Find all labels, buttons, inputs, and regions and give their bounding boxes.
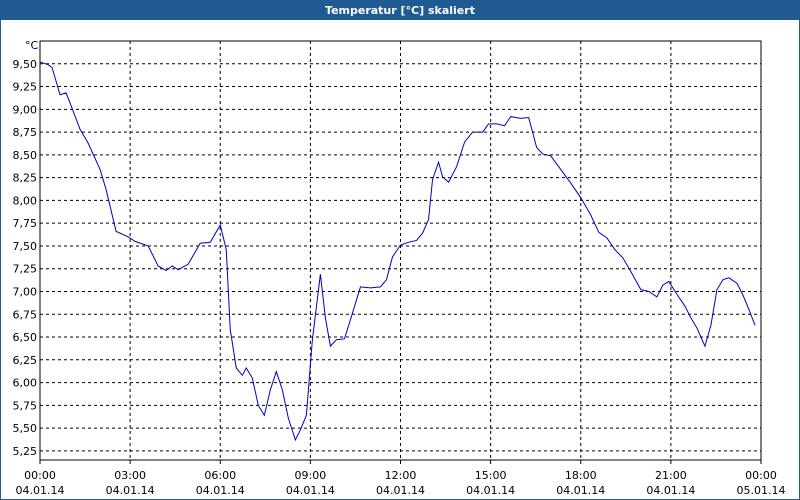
y-tick-label: 8,50: [13, 149, 38, 162]
y-tick-label: 9,50: [13, 58, 38, 71]
y-tick-label: 5,25: [13, 445, 38, 458]
x-tick-date: 04.01.14: [646, 484, 695, 497]
x-tick-date: 04.01.14: [466, 484, 515, 497]
x-tick-date: 04.01.14: [16, 484, 65, 497]
x-tick-label: 09:00: [295, 469, 327, 482]
y-tick-label: 8,25: [13, 172, 38, 185]
title-bar: [0, 0, 800, 20]
y-tick-label: 8,00: [13, 194, 38, 207]
x-tick-label: 03:00: [114, 469, 146, 482]
y-tick-label: 7,00: [13, 285, 38, 298]
y-tick-label: 9,00: [13, 103, 38, 116]
x-tick-date: 05.01.14: [737, 484, 786, 497]
y-tick-label: 7,25: [13, 263, 38, 276]
y-tick-label: 5,50: [13, 422, 38, 435]
chart-title: Temperatur [°C] skaliert: [325, 4, 475, 17]
x-tick-date: 04.01.14: [556, 484, 605, 497]
x-tick-label: 21:00: [655, 469, 687, 482]
x-tick-date: 04.01.14: [286, 484, 335, 497]
x-tick-label: 00:00: [24, 469, 56, 482]
x-tick-date: 04.01.14: [106, 484, 155, 497]
y-tick-label: 6,75: [13, 308, 38, 321]
y-tick-label: 5,75: [13, 399, 38, 412]
x-tick-label: 12:00: [385, 469, 417, 482]
data-line: [39, 61, 756, 442]
x-tick-label: 18:00: [565, 469, 597, 482]
y-tick-label: 9,25: [13, 81, 38, 94]
x-tick-date: 04.01.14: [196, 484, 245, 497]
x-tick-label: 00:00: [745, 469, 777, 482]
y-tick-label: 6,50: [13, 331, 38, 344]
y-axis-unit: °C: [25, 39, 39, 52]
y-tick-label: 6,25: [13, 354, 38, 367]
x-tick-label: 15:00: [475, 469, 507, 482]
y-tick-label: 7,50: [13, 240, 38, 253]
y-tick-label: 6,00: [13, 377, 38, 390]
y-tick-label: 8,75: [13, 126, 38, 139]
y-tick-label: 7,75: [13, 217, 38, 230]
x-tick-label: 06:00: [204, 469, 236, 482]
x-tick-date: 04.01.14: [376, 484, 425, 497]
